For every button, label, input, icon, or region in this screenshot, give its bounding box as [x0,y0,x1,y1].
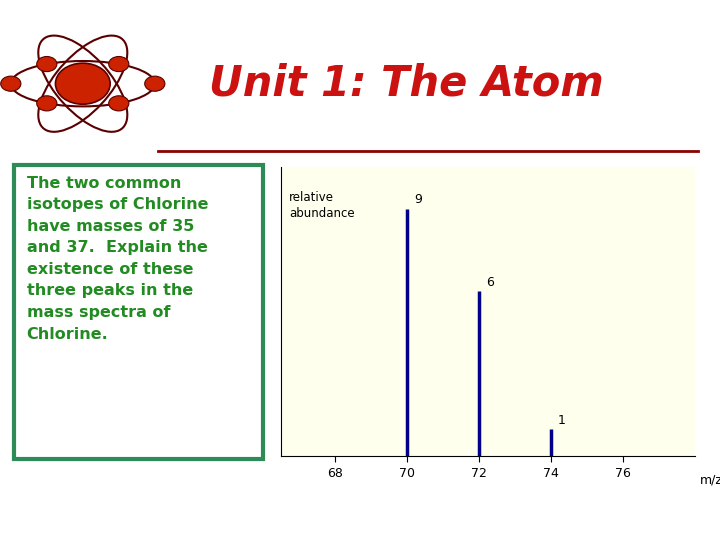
Circle shape [109,57,129,72]
Circle shape [145,76,165,91]
Circle shape [37,96,57,111]
FancyBboxPatch shape [14,165,263,459]
Circle shape [37,57,57,72]
X-axis label: m/z: m/z [700,474,720,487]
Text: 1: 1 [558,414,566,427]
Text: 9: 9 [414,193,422,206]
Circle shape [55,63,110,104]
Circle shape [1,76,21,91]
Text: Unit 1: The Atom: Unit 1: The Atom [210,63,604,105]
Text: relative
abundance: relative abundance [289,191,355,220]
Text: 6: 6 [486,276,494,289]
Circle shape [109,96,129,111]
Text: The two common
isotopes of Chlorine
have masses of 35
and 37.  Explain the
exist: The two common isotopes of Chlorine have… [27,176,208,342]
